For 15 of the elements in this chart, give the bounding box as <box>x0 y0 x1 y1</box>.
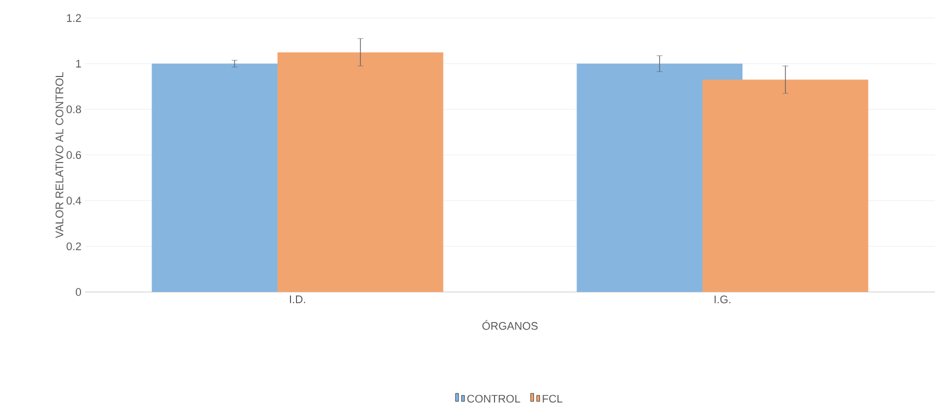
y-tick-label: 0 <box>76 288 82 296</box>
bar <box>702 80 868 292</box>
y-tick-label: 0.6 <box>66 151 81 159</box>
y-tick-label: 1 <box>76 60 81 68</box>
x-tick-label: I.G. <box>714 296 730 304</box>
y-axis-title: VALOR RELATIVO AL CONTROL <box>56 72 64 238</box>
bar <box>278 52 444 292</box>
y-tick-label: 0.4 <box>66 196 82 205</box>
y-tick-label: 0.2 <box>66 242 81 250</box>
x-tick-label: I.D. <box>290 296 306 304</box>
legend-label: CONTROL <box>467 394 520 403</box>
y-tick-label: 0.8 <box>66 105 81 114</box>
x-axis-title: ÓRGANOS <box>482 320 538 330</box>
y-tick-label: 1.2 <box>67 14 81 22</box>
legend-label: FCL <box>542 394 562 403</box>
